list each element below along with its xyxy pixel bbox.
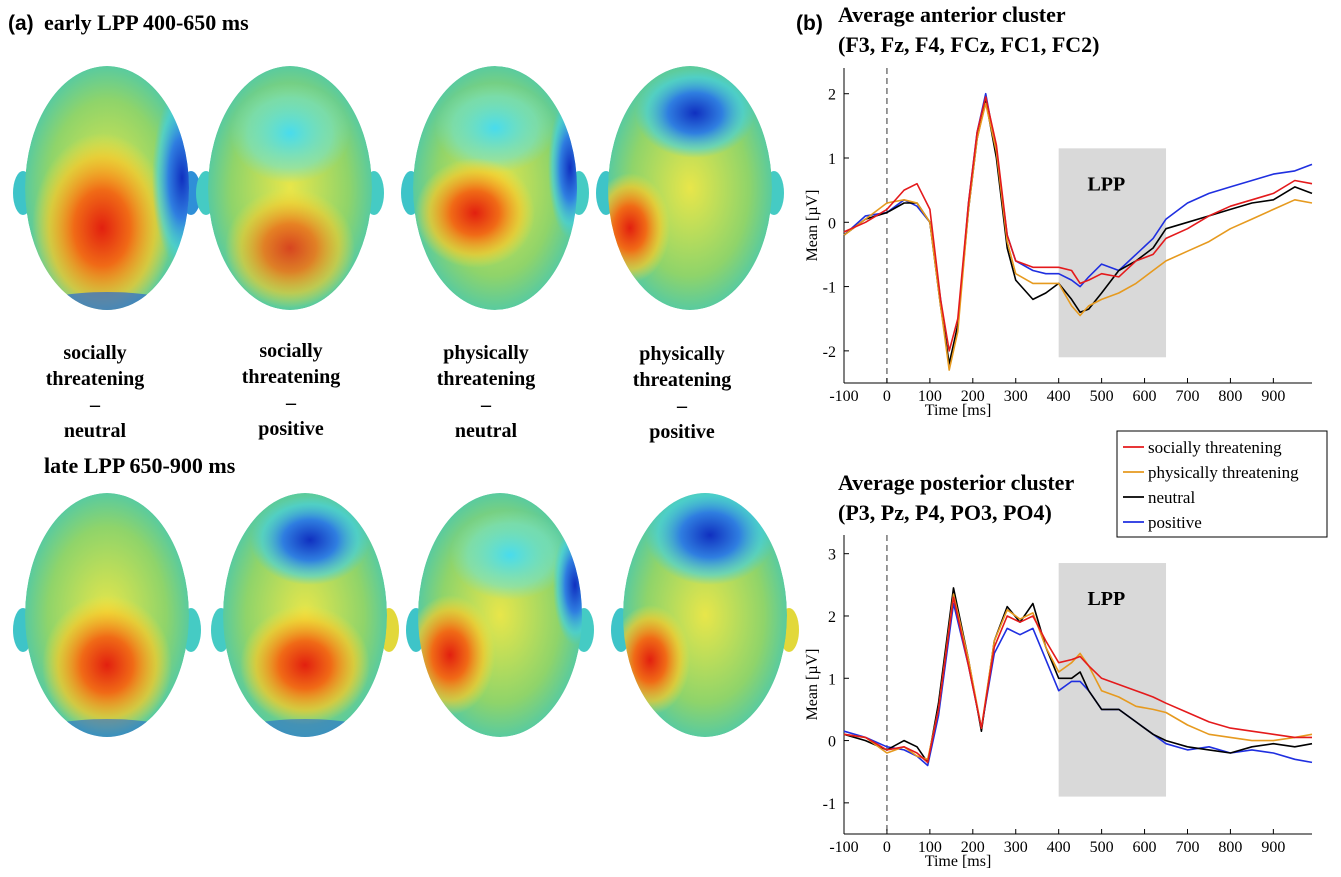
legend-label-physically-threatening: physically threatening [1148,463,1299,482]
anterior-y-tick-label: -1 [823,280,836,297]
anterior-x-tick-label: 600 [1133,388,1157,405]
anterior-y-tick-label: -2 [823,344,836,361]
posterior-x-axis-label: Time [ms] [925,853,992,870]
topomap-early-soc-pos [196,66,384,310]
posterior-chart-subtitle: (P3, Pz, P4, PO3, PO4) [838,500,1052,525]
panel-b-letter: (b) [796,12,823,35]
anterior-x-tick-label: 300 [1004,388,1028,405]
condition-label-1: socially threatening – neutral [45,342,145,442]
anterior-x-tick-label: -100 [829,388,858,405]
posterior-y-tick-label: -1 [823,796,836,813]
anterior-lpp-window [1058,148,1167,358]
anterior-x-tick-label: 0 [883,388,891,405]
posterior-lpp-label: LPP [1087,588,1125,610]
posterior-x-tick-label: 800 [1218,839,1242,856]
topomap-early-phy-neu [401,66,589,310]
topomap-late-phy-pos [611,493,799,737]
anterior-y-tick-label: 2 [828,87,836,104]
anterior-x-tick-label: 800 [1218,388,1242,405]
anterior-lpp-label: LPP [1087,173,1125,195]
condition-label-3: physically threatening – neutral [436,342,536,442]
anterior-chart-subtitle: (F3, Fz, F4, FCz, FC1, FC2) [838,32,1099,57]
anterior-x-axis-label: Time [ms] [925,402,992,419]
anterior-chart-title: Average anterior cluster [838,2,1066,27]
posterior-series-positive [843,602,1313,767]
anterior-y-axis-label: Mean [µV] [804,190,821,262]
panel-a: (a) early LPP 400-650 ms [8,10,799,737]
anterior-series-physically-threatening [843,102,1313,371]
condition-label-2: socially threatening – positive [241,340,341,440]
anterior-series-socially-threatening [843,96,1313,352]
posterior-chart-title: Average posterior cluster [838,470,1074,495]
panel-a-letter: (a) [8,12,34,35]
posterior-y-tick-label: 1 [828,671,836,688]
posterior-series-socially-threatening [843,596,1312,764]
posterior-x-tick-label: 300 [1004,839,1028,856]
condition-label-4: physically threatening – positive [632,343,732,443]
posterior-x-tick-label: 100 [918,839,942,856]
anterior-x-tick-label: 200 [961,388,985,405]
anterior-x-tick-label: 100 [918,388,942,405]
posterior-x-tick-label: -100 [829,839,858,856]
posterior-x-tick-label: 400 [1047,839,1071,856]
posterior-y-tick-label: 0 [828,734,836,751]
posterior-x-tick-label: 500 [1090,839,1114,856]
anterior-y-tick-label: 1 [828,151,836,168]
posterior-y-tick-label: 2 [828,609,836,626]
anterior-x-tick-label: 700 [1175,388,1199,405]
posterior-x-tick-label: 700 [1175,839,1199,856]
legend-label-neutral: neutral [1148,488,1195,507]
anterior-x-tick-label: 900 [1261,388,1285,405]
legend-box [1116,430,1328,538]
posterior-x-tick-label: 0 [883,839,891,856]
posterior-x-tick-label: 200 [961,839,985,856]
anterior-x-tick-label: 500 [1090,388,1114,405]
legend-label-socially-threatening: socially threatening [1148,438,1282,457]
posterior-x-tick-label: 600 [1133,839,1157,856]
posterior-y-axis-label: Mean [µV] [804,649,821,721]
legend-label-positive: positive [1148,513,1202,532]
early-lpp-title: early LPP 400-650 ms [44,10,249,35]
late-lpp-title: late LPP 650-900 ms [44,453,236,478]
anterior-y-tick-label: 0 [828,215,836,232]
posterior-y-tick-label: 3 [828,547,836,564]
posterior-lpp-window [1058,563,1167,797]
topomaps [13,66,799,737]
posterior-x-tick-label: 900 [1261,839,1285,856]
anterior-x-tick-label: 400 [1047,388,1071,405]
